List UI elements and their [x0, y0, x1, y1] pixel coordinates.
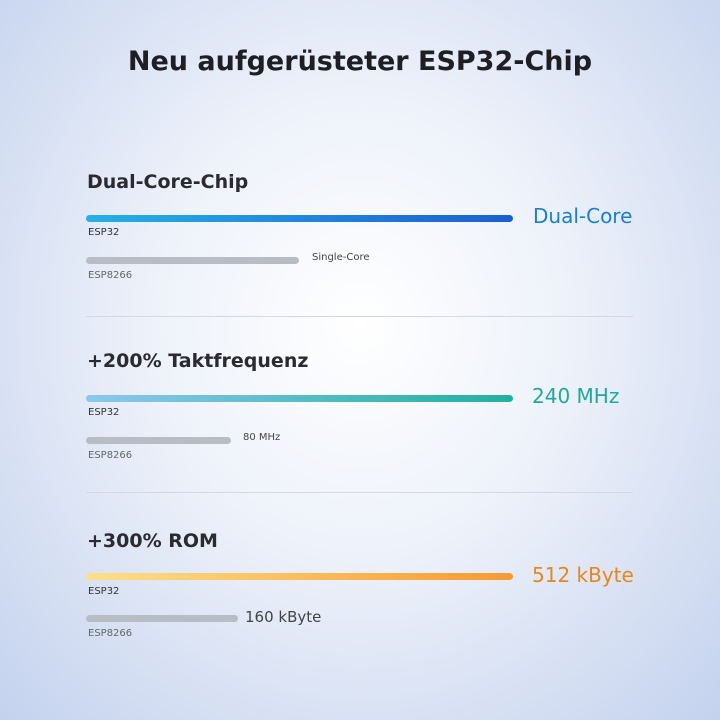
title: Neu aufgerüsteter ESP32-Chip — [127, 46, 593, 77]
secondary-bar — [86, 257, 299, 264]
secondary-label: ESP8266 — [88, 628, 133, 639]
secondary-value: 80 MHz — [243, 432, 281, 443]
primary-bar — [86, 215, 513, 222]
primary-value: Dual-Core — [533, 204, 633, 228]
secondary-value: 160 kByte — [245, 608, 322, 626]
secondary-label: ESP8266 — [88, 270, 133, 281]
primary-value: 240 MHz — [532, 384, 620, 408]
primary-bar — [86, 395, 513, 402]
primary-label: ESP32 — [88, 227, 120, 238]
divider — [86, 316, 633, 317]
secondary-value: Single-Core — [312, 252, 370, 263]
divider — [86, 492, 633, 493]
section-heading: +200% Taktfrequenz — [87, 350, 309, 372]
secondary-bar — [86, 437, 231, 444]
secondary-label: ESP8266 — [88, 450, 133, 461]
primary-label: ESP32 — [88, 407, 120, 418]
primary-bar — [86, 573, 513, 580]
section-heading: +300% ROM — [87, 530, 218, 552]
secondary-bar — [86, 615, 238, 622]
primary-label: ESP32 — [88, 586, 120, 597]
section-heading: Dual-Core-Chip — [87, 171, 249, 193]
primary-value: 512 kByte — [532, 563, 634, 587]
